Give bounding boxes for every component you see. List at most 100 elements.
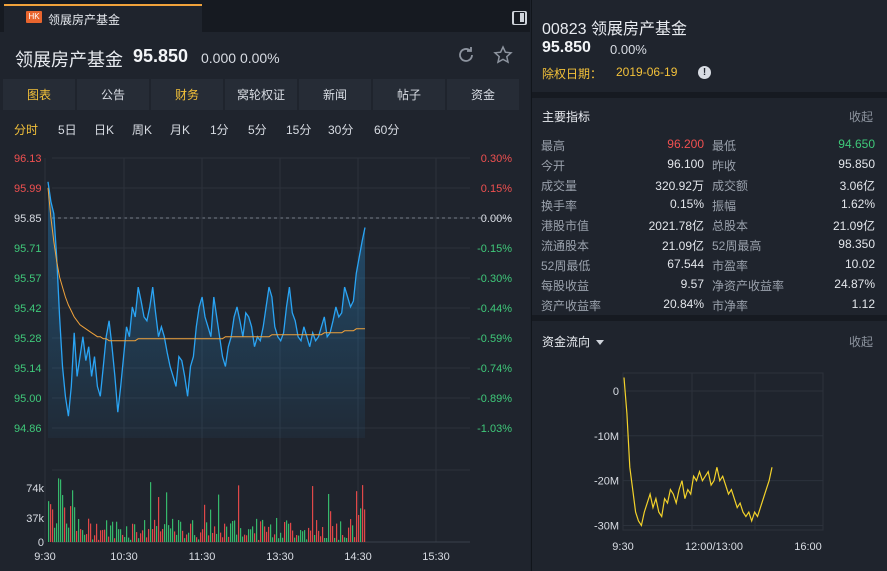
period-60min[interactable]: 60分 (374, 123, 400, 137)
period-30min[interactable]: 30分 (328, 123, 354, 137)
volume-bar (170, 528, 172, 542)
indicator-label: 净资产收益率 (712, 279, 785, 293)
indicator-label: 成交额 (712, 179, 749, 193)
volume-bar (250, 529, 252, 542)
volume-bar (118, 529, 120, 542)
tool-tab-capital[interactable]: 资金 (447, 79, 519, 110)
capital-flow-collapse-button[interactable]: 收起 (848, 335, 873, 349)
indicator-value: 96.200 (667, 137, 704, 151)
indicator-label: 市净率 (712, 299, 749, 313)
tool-tab-warrants[interactable]: 窝轮权证 (225, 79, 297, 110)
volume-bar (182, 530, 184, 542)
volume-bar (358, 514, 360, 542)
info-icon[interactable]: ! (698, 66, 711, 79)
time-tick-label: 14:30 (344, 551, 372, 563)
volume-bar (352, 525, 354, 542)
indicator-label: 今开 (541, 159, 566, 173)
tab-bar: 领展房产基金 HK (0, 0, 530, 32)
volume-bar (124, 536, 126, 542)
volume-bar (354, 537, 356, 542)
volume-bar (154, 519, 156, 542)
flow-x-tick-label: 16:00 (794, 541, 822, 553)
time-tick-label: 9:30 (34, 551, 55, 563)
tool-tab-announcements[interactable]: 公告 (77, 79, 149, 110)
volume-bar (242, 536, 244, 542)
volume-bar (136, 532, 138, 542)
indicator-value: 10.02 (844, 257, 875, 271)
indicator-label: 52周最低 (541, 259, 591, 273)
volume-bar (222, 537, 224, 542)
tool-tab-news[interactable]: 新闻 (299, 79, 371, 110)
volume-bar (256, 518, 258, 542)
section-divider (532, 315, 887, 321)
tool-tab-label: 帖子 (396, 88, 421, 102)
volume-bar (116, 521, 118, 542)
indicator-label: 52周最高 (712, 239, 762, 253)
volume-bar (268, 526, 270, 542)
volume-bar (96, 523, 98, 542)
indicator-label: 资产收益率 (541, 299, 602, 313)
volume-bar (220, 532, 222, 542)
price-area (48, 181, 365, 439)
indicator-value: 2021.78亿 (648, 219, 704, 233)
indicator-value: 3.06亿 (839, 179, 875, 193)
percent-tick-label: -0.74% (477, 363, 512, 375)
period-monthly[interactable]: 月K (170, 123, 191, 137)
period-daily[interactable]: 日K (94, 123, 115, 137)
volume-bar (298, 535, 300, 542)
period-15min[interactable]: 15分 (286, 123, 312, 137)
percent-tick-label: -1.03% (477, 423, 512, 435)
tool-tab-chart[interactable]: 图表 (3, 79, 75, 110)
volume-bar (186, 534, 188, 542)
price-tick-label: 95.57 (14, 273, 42, 285)
tool-tab-financials[interactable]: 财务 (151, 79, 223, 110)
period-intraday[interactable]: 分时 (14, 123, 39, 137)
tool-tab-posts[interactable]: 帖子 (373, 79, 445, 110)
indicator-row: 52周最低 67.544 市盈率 10.02 (541, 254, 875, 274)
volume-bar (48, 501, 50, 542)
volume-bar (302, 531, 304, 542)
volume-bar (286, 520, 288, 542)
volume-bar (92, 539, 94, 542)
period-1min[interactable]: 1分 (210, 123, 229, 137)
price-tick-label: 95.42 (14, 303, 42, 315)
volume-bar (148, 529, 150, 542)
indicator-value: 20.84% (663, 297, 704, 311)
volume-bar (66, 523, 68, 542)
volume-bar (106, 520, 108, 542)
indicator-value: 21.09亿 (661, 239, 704, 253)
capital-flow-title[interactable]: 资金流向 (542, 333, 605, 350)
indicator-row: 流通股本 21.09亿 52周最高 98.350 (541, 234, 875, 254)
indicator-value: 1.62% (840, 197, 875, 211)
indicator-value: 9.57 (680, 277, 704, 291)
refresh-icon[interactable] (455, 45, 477, 67)
indicator-value: 67.544 (667, 257, 704, 271)
period-weekly[interactable]: 周K (132, 123, 153, 137)
star-icon[interactable] (492, 45, 514, 67)
volume-bar (206, 522, 208, 542)
volume-bar (262, 519, 264, 542)
period-5day[interactable]: 5日 (58, 123, 77, 137)
indicator-value: 94.650 (838, 137, 875, 151)
volume-bar (130, 539, 132, 542)
volume-bar (244, 534, 246, 542)
volume-bar (246, 535, 248, 542)
tool-tab-label: 图表 (26, 88, 51, 102)
volume-bar (296, 535, 298, 542)
detail-panel-toggle-icon[interactable] (513, 11, 527, 25)
indicators-collapse-button[interactable]: 收起 (848, 110, 873, 124)
indicator-label: 最高 (541, 139, 566, 153)
volume-bar (86, 534, 88, 542)
intraday-chart[interactable]: 96.13 0.30% 95.99 0.15% 95.85 0.00% 95.71 -0.15… (0, 140, 530, 571)
period-5min[interactable]: 5分 (248, 123, 267, 137)
stock-price: 95.850 (133, 46, 189, 66)
volume-bar (212, 532, 214, 542)
volume-bar (316, 520, 318, 542)
price-tick-label: 95.99 (14, 183, 42, 195)
indicator-row: 每股收益 9.57 净资产收益率 24.87% (541, 274, 875, 294)
volume-bar (234, 520, 236, 542)
volume-bar (260, 521, 262, 542)
volume-bar (184, 538, 186, 542)
time-tick-label: 15:30 (422, 551, 450, 563)
volume-bar (146, 537, 148, 542)
